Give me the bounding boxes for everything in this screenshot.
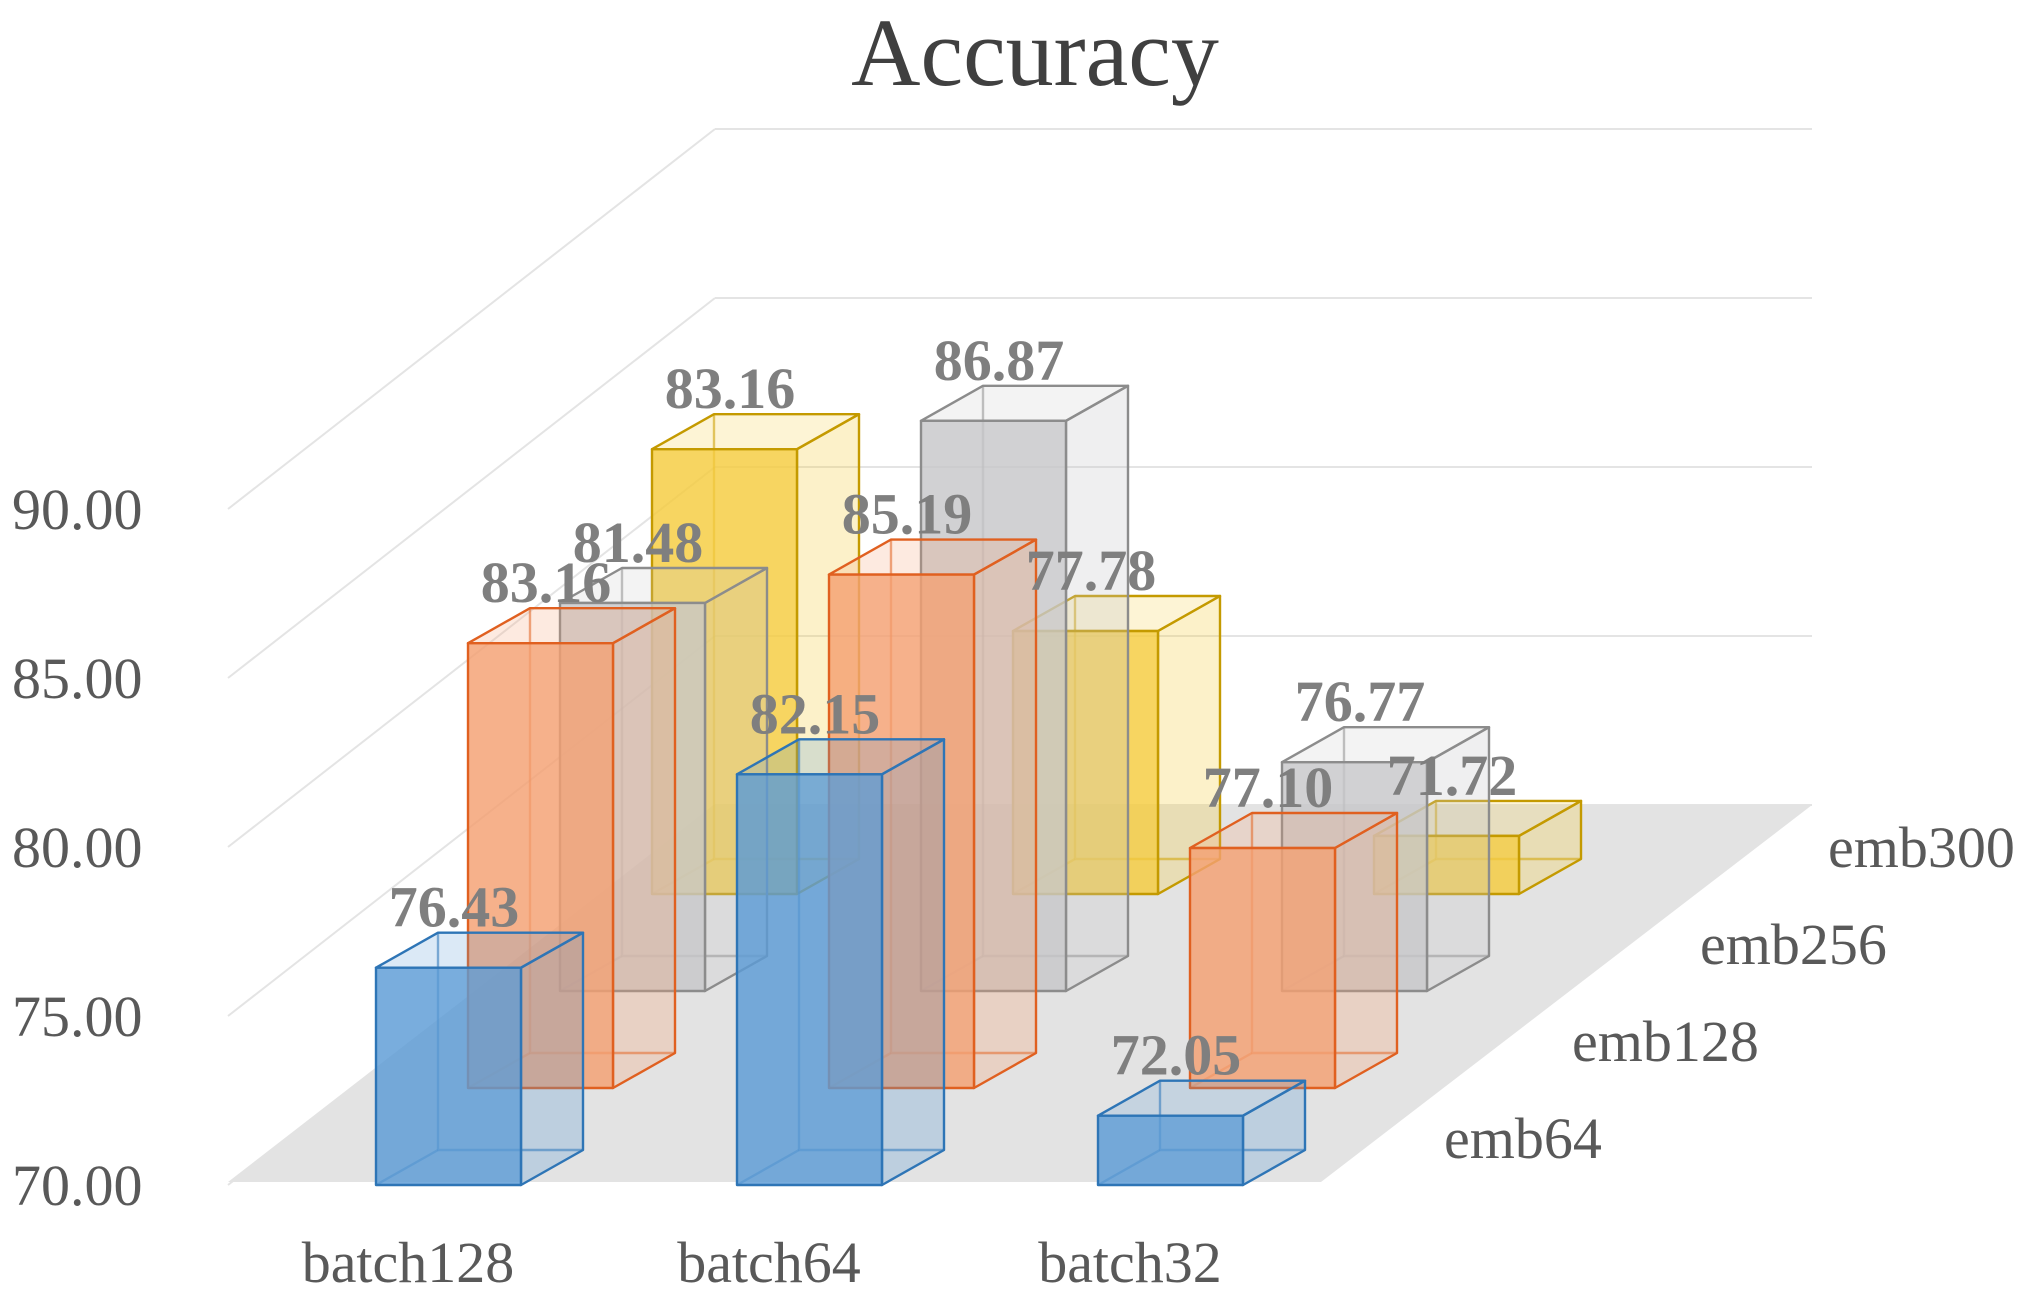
- chart-title: Accuracy: [851, 0, 1219, 106]
- gridline-side: [227, 128, 716, 510]
- y-tick-label: 90.00: [12, 477, 143, 542]
- bar: [1096, 1079, 1307, 1187]
- data-label: 77.10: [1203, 755, 1334, 820]
- bar: [1188, 811, 1399, 1090]
- y-tick-label: 80.00: [12, 815, 143, 880]
- x-axis: batch128 batch64 batch32: [302, 1230, 1222, 1295]
- series-label: emb128: [1572, 1009, 1759, 1074]
- data-label: 76.43: [389, 875, 520, 940]
- bar: [735, 738, 946, 1187]
- category-label: batch128: [302, 1230, 515, 1295]
- data-label: 86.87: [934, 328, 1065, 393]
- y-tick-label: 70.00: [12, 1153, 143, 1218]
- data-label: 83.16: [481, 550, 612, 615]
- data-label: 83.16: [665, 356, 796, 421]
- data-label: 72.05: [1111, 1023, 1242, 1088]
- y-tick-label: 75.00: [12, 984, 143, 1049]
- category-label: batch64: [677, 1230, 861, 1295]
- data-label: 81.48: [573, 510, 704, 575]
- data-labels: 71.72 77.78 83.16 76.77 86.87 81.48 77.10 85.19…: [389, 328, 1518, 1088]
- series-label: emb256: [1700, 912, 1887, 977]
- series-label: emb300: [1828, 815, 2015, 880]
- data-label: 82.15: [750, 681, 881, 746]
- y-axis: 70.00 75.00 80.00 85.00 90.00: [12, 477, 143, 1218]
- series-axis: emb64 emb128 emb256 emb300: [1444, 815, 2015, 1171]
- bars: [374, 384, 1583, 1187]
- y-tick-label: 85.00: [12, 646, 143, 711]
- data-label: 77.78: [1026, 538, 1157, 603]
- data-label: 76.77: [1295, 669, 1426, 734]
- data-label: 71.72: [1387, 743, 1518, 808]
- series-label: emb64: [1444, 1106, 1602, 1171]
- gridline-side: [227, 297, 716, 679]
- bar: [374, 931, 585, 1187]
- data-label: 85.19: [842, 482, 973, 547]
- category-label: batch32: [1038, 1230, 1222, 1295]
